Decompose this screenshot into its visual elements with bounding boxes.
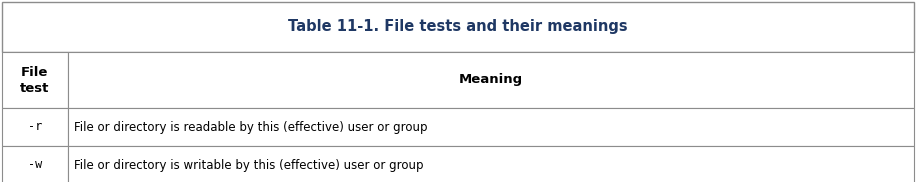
Text: Table 11-1. File tests and their meanings: Table 11-1. File tests and their meaning… — [289, 19, 627, 35]
Text: File or directory is writable by this (effective) user or group: File or directory is writable by this (e… — [73, 159, 423, 171]
Bar — [68, 146, 914, 182]
Text: -r: -r — [27, 120, 42, 134]
Bar — [2, 2, 914, 52]
Text: File
test: File test — [20, 66, 49, 94]
Bar — [2, 146, 68, 182]
Bar — [68, 108, 914, 146]
Text: -w: -w — [27, 159, 42, 171]
Bar — [2, 52, 68, 108]
Text: Meaning: Meaning — [459, 74, 523, 86]
Text: File or directory is readable by this (effective) user or group: File or directory is readable by this (e… — [73, 120, 427, 134]
Bar — [2, 108, 68, 146]
Bar — [68, 52, 914, 108]
